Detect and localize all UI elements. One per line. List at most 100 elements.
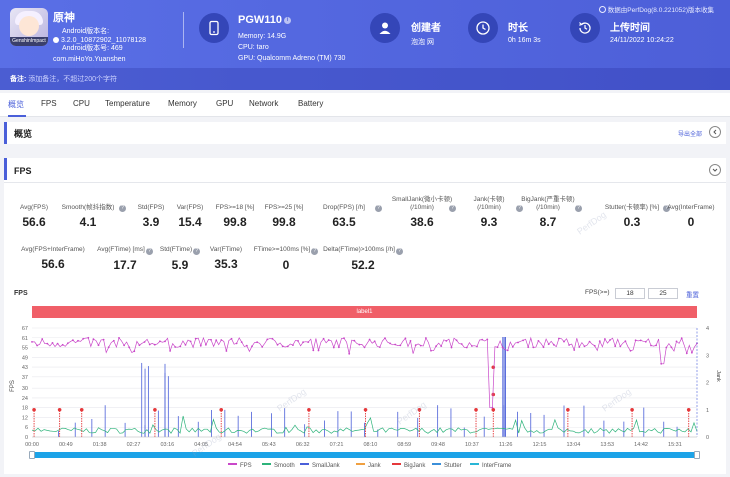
tab-network[interactable]: Network [249,99,279,108]
fps-point [72,339,74,342]
fps-stat-label: BigJank(严重卡顿) [521,196,575,203]
tab-fps[interactable]: FPS [41,99,57,108]
slider-handle-left[interactable] [29,451,35,459]
fps-point [414,344,417,346]
bigjank-point [219,407,224,412]
fps-point [624,340,627,343]
fps-stat-value: 38.6 [410,215,434,229]
fps-point [46,342,49,345]
help-icon[interactable]: ? [193,248,201,255]
fps-point [634,339,637,342]
bigjank-point [491,407,496,412]
fps-point [292,344,294,346]
fps-point [189,340,192,343]
device-info-icon[interactable]: i [284,17,292,24]
note-bar [0,68,730,90]
fps-stat: FPS>=18 [%] 99.8 [195,204,275,229]
legend-item[interactable]: Smooth [262,463,295,469]
slider-handle-right[interactable] [694,451,700,459]
fps-point [179,345,182,348]
legend-item[interactable]: Jank [356,463,381,469]
fps-point [205,343,207,346]
fps-stat-label: Var(FTime) [181,246,271,254]
fps-point [87,336,90,339]
fps-stat-value: 4.1 [79,215,97,229]
fps-stat: FPS>=25 [%] 99.8 [244,204,324,229]
time-range-slider[interactable] [32,452,697,458]
fps-stat-value: 8.7 [539,215,557,229]
tab-cpu[interactable]: CPU [73,99,90,108]
tab-battery[interactable]: Battery [298,99,324,108]
tab-gpu[interactable]: GPU [216,99,234,108]
fps-threshold-input-1[interactable]: 18 [615,288,645,299]
fps-point [501,346,504,349]
bigjank-point [57,407,62,412]
chart-legend: FPS Smooth SmallJank Jank BigJank Stutter Inte… [0,463,730,473]
x-tick-label: 00:00 [25,442,39,448]
fps-stat-label: FPS>=18 [%] [215,204,255,211]
reset-button[interactable]: 重置 [686,292,699,299]
fps-stat-label: Avg(FPS) [19,204,49,211]
fps-point [332,346,335,349]
fps-point [629,349,632,352]
overview-title: 概览 [14,129,33,139]
collapse-fps-button[interactable] [709,164,721,176]
tab-overview[interactable]: 概览 [8,100,24,109]
fps-point [235,342,238,345]
fps-point [619,345,622,348]
fps-point [194,337,197,340]
help-icon[interactable]: ? [516,205,523,212]
label-bar[interactable]: label1 [32,306,697,318]
x-tick-label: 07:21 [330,442,344,448]
legend-item[interactable]: SmallJank [300,463,340,469]
x-tick-label: 13:04 [567,442,581,448]
help-icon[interactable]: ? [663,205,670,212]
fps-threshold-input-2[interactable]: 25 [648,288,678,299]
y2-tick-label: 3 [706,353,709,359]
x-tick-label: 15:31 [668,442,682,448]
legend-swatch [228,463,237,465]
y-tick-label: 12 [22,415,28,421]
fps-point [174,346,177,348]
help-icon[interactable]: ? [375,205,382,212]
fps-stat: Var(FPS) 15.4 [150,204,230,229]
legend-swatch [356,463,365,465]
help-icon[interactable]: ? [119,205,126,212]
app-name: 原神 [53,12,75,24]
note[interactable]: 备注: 添加备注，不超过200个字符 [10,74,117,84]
tab-memory[interactable]: Memory [168,99,197,108]
help-icon[interactable]: ? [449,205,456,212]
fps-point [399,344,402,347]
legend-item[interactable]: Stutter [432,463,462,469]
y-tick-label: 18 [22,406,28,412]
fps-point [338,346,340,349]
legend-item[interactable]: BigJank [392,463,425,469]
fps-stat: Avg(FPS+InterFrame) 56.6 [8,246,98,271]
fps-point [133,350,136,353]
fps-stat: Std(FPS) 3.9 [111,204,191,229]
fps-point [159,340,161,343]
fps-point [276,343,279,346]
fps-stat-label: Std(FTime)? [135,246,225,255]
fps-point [532,346,535,349]
legend-item[interactable]: FPS [228,463,252,469]
y-tick-label: 24 [22,396,28,402]
device-cpu: CPU: taro [238,44,269,51]
export-all-link[interactable]: 导出全部 [677,132,702,138]
fps-stat-label-unit: (/10min) [477,204,501,211]
collapse-overview-button[interactable] [709,126,721,138]
note-placeholder[interactable]: 添加备注，不超过200个字符 [28,76,117,83]
tab-temperature[interactable]: Temperature [105,99,150,108]
legend-swatch [262,463,271,465]
fps-point [465,346,468,349]
help-icon[interactable]: ? [145,248,153,255]
legend-item[interactable]: InterFrame [470,463,511,469]
help-icon[interactable]: ? [395,248,403,255]
help-icon[interactable]: ? [311,248,319,255]
upload-value: 24/11/2022 10:24:22 [610,37,674,44]
help-icon[interactable]: ? [575,205,582,212]
fps-point [471,345,473,347]
fps-point [578,346,581,348]
fps-stat-value: 5.9 [171,258,189,272]
